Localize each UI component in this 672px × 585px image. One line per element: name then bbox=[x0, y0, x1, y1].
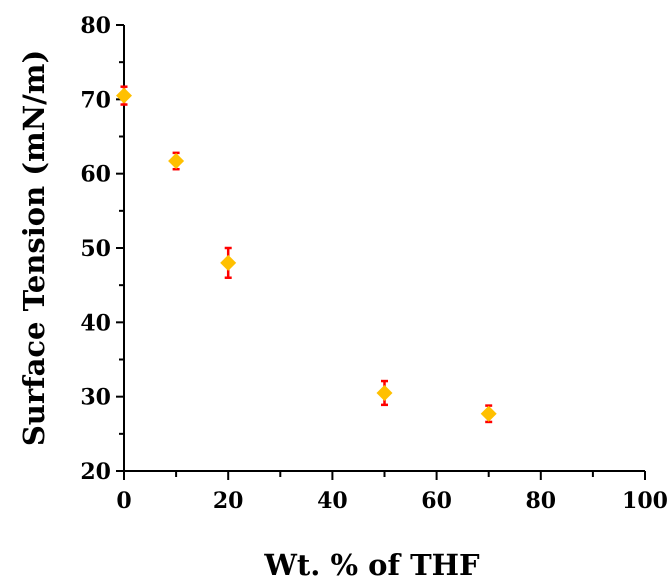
data-point bbox=[168, 153, 185, 170]
x-tick-label: 0 bbox=[116, 488, 131, 514]
x-tick-label: 80 bbox=[525, 488, 556, 514]
data-point bbox=[116, 87, 132, 104]
y-tick-label: 60 bbox=[80, 162, 111, 188]
data-point bbox=[220, 254, 237, 271]
x-tick-label: 40 bbox=[317, 488, 348, 514]
data-points bbox=[116, 87, 497, 422]
x-tick-label: 60 bbox=[421, 488, 452, 514]
y-tick-label: 70 bbox=[80, 87, 111, 113]
y-tick-label: 40 bbox=[80, 310, 111, 336]
y-tick-label: 20 bbox=[80, 459, 111, 485]
x-tick-label: 20 bbox=[213, 488, 244, 514]
y-tick-label: 50 bbox=[80, 236, 111, 262]
data-point bbox=[376, 384, 393, 401]
ticks bbox=[116, 24, 646, 480]
y-tick-label: 30 bbox=[80, 385, 111, 411]
error-bars bbox=[120, 85, 493, 424]
data-point bbox=[480, 405, 497, 422]
x-axis-title: Wt. % of THF bbox=[263, 548, 480, 582]
x-tick-label: 100 bbox=[622, 488, 668, 514]
y-axis-title: Surface Tension (mN/m) bbox=[17, 50, 51, 446]
y-tick-label: 80 bbox=[80, 13, 111, 39]
